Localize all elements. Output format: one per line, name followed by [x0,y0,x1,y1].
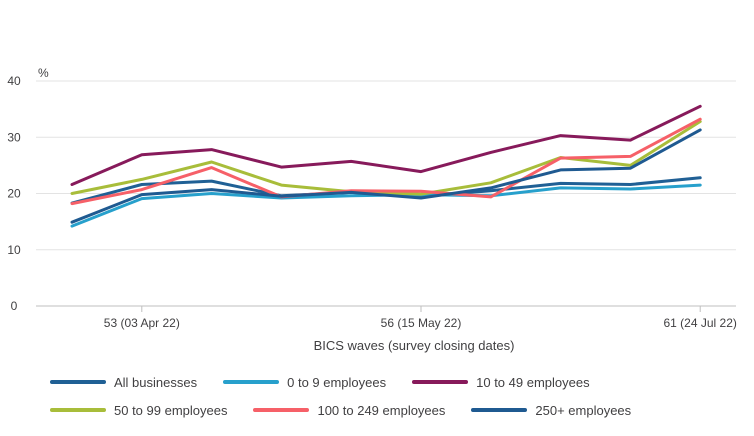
legend-row: 50 to 99 employees 100 to 249 employees … [50,396,750,424]
x-tick-label: 56 (15 May 22) [381,316,462,330]
legend-swatch [50,380,106,384]
legend-item-250-plus-employees: 250+ employees [471,403,631,418]
legend-swatch [223,380,280,384]
legend-item-all-businesses: All businesses [50,375,197,390]
legend-label: 10 to 49 employees [476,374,590,390]
y-axis-label: % [38,66,49,80]
legend-label: 50 to 99 employees [114,402,228,418]
series-line-10-to-49-employees [70,104,702,186]
legend-label: 250+ employees [535,402,632,418]
legend-item-50-to-99-employees: 50 to 99 employees [50,403,227,418]
legend-row: All businesses 0 to 9 employees 10 to 49… [50,368,750,396]
legend-label: 0 to 9 employees [287,374,387,390]
x-tick-label: 53 (03 Apr 22) [104,316,180,330]
series-line-250-plus-employees [70,128,702,224]
y-tick-label: 40 [7,74,21,88]
legend-swatch [50,408,106,412]
legend: All businesses 0 to 9 employees 10 to 49… [50,368,750,424]
legend-swatch [253,408,310,412]
legend-swatch [471,408,528,412]
y-axis-ticks: 0 10 20 30 40 [7,74,21,313]
y-tick-label: 0 [11,299,18,313]
legend-item-100-to-249-employees: 100 to 249 employees [253,403,445,418]
legend-label: All businesses [114,374,198,390]
legend-label: 100 to 249 employees [317,402,446,418]
y-tick-label: 10 [7,243,21,257]
series-line-100-to-249-employees [70,117,702,206]
legend-item-0-to-9-employees: 0 to 9 employees [223,375,386,390]
x-axis-label: BICS waves (survey closing dates) [314,338,515,353]
legend-item-10-to-49-employees: 10 to 49 employees [412,374,590,390]
line-chart: 0 10 20 30 40 % 53 (03 Apr 22) 56 (15 May 22)… [7,66,737,353]
series-line-50-to-99-employees [70,120,702,196]
x-axis-ticks: 53 (03 Apr 22) 56 (15 May 22) 61 (24 Jul 2… [104,306,737,330]
y-tick-label: 30 [7,130,21,144]
series-lines [70,104,702,228]
legend-swatch [412,380,469,384]
x-tick-label: 61 (24 Jul 22) [664,316,737,330]
y-tick-label: 20 [7,187,21,201]
